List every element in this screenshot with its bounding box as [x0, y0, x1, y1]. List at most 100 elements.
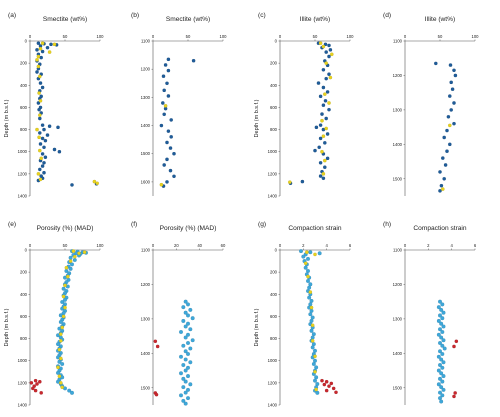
data-point-light_blue — [55, 342, 61, 347]
data-point-blue — [300, 179, 305, 184]
y-axis-label: Depth (m b.s.f.) — [4, 308, 10, 346]
data-point-yellow — [60, 325, 65, 330]
data-point-light_blue — [441, 360, 446, 365]
data-point-light_blue — [185, 351, 191, 357]
data-point-yellow — [38, 177, 43, 182]
y-tick-label: 1100 — [393, 248, 403, 253]
data-point-light_blue — [181, 398, 186, 403]
data-point-yellow — [38, 98, 43, 103]
data-point-yellow — [57, 347, 62, 352]
data-point-blue — [327, 54, 331, 59]
data-point-light_blue — [298, 249, 304, 254]
data-point-light_blue — [181, 363, 186, 368]
data-point-yellow — [37, 113, 42, 118]
y-axis-label: Depth (m b.s.f.) — [254, 99, 260, 137]
data-point-blue — [438, 170, 442, 174]
x-tick-label: 100 — [97, 34, 105, 39]
data-point-blue — [162, 163, 167, 167]
y-tick-label: 800 — [270, 127, 278, 132]
data-point-yellow — [310, 323, 315, 328]
data-point-blue — [172, 174, 176, 179]
data-point-light_blue — [440, 343, 445, 348]
data-point-red — [327, 384, 331, 389]
data-point-blue — [36, 41, 41, 46]
data-point-blue — [42, 170, 46, 175]
y-tick-label: 1000 — [18, 358, 28, 363]
y-tick-label: 1100 — [141, 39, 151, 44]
data-point-light_blue — [301, 254, 306, 259]
data-point-red — [155, 344, 160, 349]
data-point-blue — [318, 94, 323, 99]
data-point-blue — [321, 67, 326, 72]
data-point-blue — [318, 123, 323, 127]
panel-title: Porosity (%) (MAD) — [160, 225, 217, 232]
data-point-red — [33, 378, 38, 383]
data-point-blue — [449, 80, 454, 85]
y-tick-label: 1100 — [141, 248, 151, 253]
data-point-blue — [70, 183, 74, 187]
data-point-light_blue — [437, 363, 443, 368]
data-point-blue — [172, 151, 176, 156]
data-point-light_blue — [440, 302, 445, 307]
data-point-blue — [313, 148, 317, 153]
x-tick-label: 0 — [152, 34, 155, 39]
x-tick-label: 4 — [325, 243, 328, 248]
data-point-blue — [442, 176, 447, 181]
data-point-blue — [316, 81, 321, 85]
data-point-light_blue — [317, 251, 322, 256]
data-point-blue — [446, 114, 451, 119]
data-point-yellow — [318, 41, 323, 46]
data-point-red — [37, 379, 42, 384]
data-point-yellow — [58, 381, 63, 385]
x-tick-label: 20 — [174, 243, 179, 248]
y-tick-label: 1200 — [393, 282, 403, 287]
data-point-red — [452, 344, 456, 349]
data-point-light_blue — [68, 255, 73, 260]
data-point-light_blue — [436, 368, 441, 373]
data-point-blue — [165, 157, 169, 162]
data-point-light_blue — [183, 368, 188, 373]
data-point-yellow — [159, 182, 164, 187]
data-point-yellow — [329, 52, 334, 57]
data-point-yellow — [321, 172, 326, 176]
data-point-yellow — [303, 261, 308, 266]
data-point-blue — [38, 81, 43, 85]
data-point-blue — [328, 48, 333, 52]
data-point-light_blue — [181, 305, 186, 310]
data-point-light_blue — [439, 357, 444, 362]
data-point-light_blue — [437, 299, 443, 304]
y-tick-label: 600 — [270, 105, 278, 110]
data-point-light_blue — [437, 376, 443, 381]
data-point-yellow — [63, 305, 67, 310]
panel-title: Smectite (wt%) — [166, 16, 210, 23]
data-point-light_blue — [188, 346, 193, 351]
data-point-red — [33, 388, 38, 393]
data-point-blue — [37, 107, 41, 112]
data-point-light_blue — [185, 387, 191, 392]
data-point-light_blue — [441, 310, 446, 315]
data-point-yellow — [314, 387, 318, 392]
data-point-yellow — [92, 179, 97, 184]
y-tick-label: 600 — [20, 314, 28, 319]
x-tick-label: 0 — [279, 34, 282, 39]
data-point-red — [153, 339, 158, 344]
y-tick-label: 0 — [275, 39, 278, 44]
y-tick-label: 600 — [270, 314, 278, 319]
x-tick-label: 4 — [450, 243, 453, 248]
data-point-blue — [452, 101, 456, 105]
data-point-light_blue — [305, 278, 311, 284]
data-point-yellow — [58, 338, 63, 343]
data-point-light_blue — [441, 338, 446, 343]
data-point-yellow — [321, 134, 326, 139]
data-point-light_blue — [439, 399, 444, 404]
y-tick-label: 1400 — [141, 351, 151, 356]
data-point-light_blue — [437, 313, 443, 318]
x-tick-label: 2 — [302, 243, 305, 248]
data-point-yellow — [65, 274, 70, 279]
y-tick-label: 400 — [270, 292, 278, 297]
data-point-light_blue — [183, 379, 188, 384]
data-point-light_blue — [185, 340, 191, 346]
data-point-light_blue — [185, 332, 191, 337]
data-point-red — [35, 382, 39, 386]
data-point-light_blue — [437, 327, 443, 332]
